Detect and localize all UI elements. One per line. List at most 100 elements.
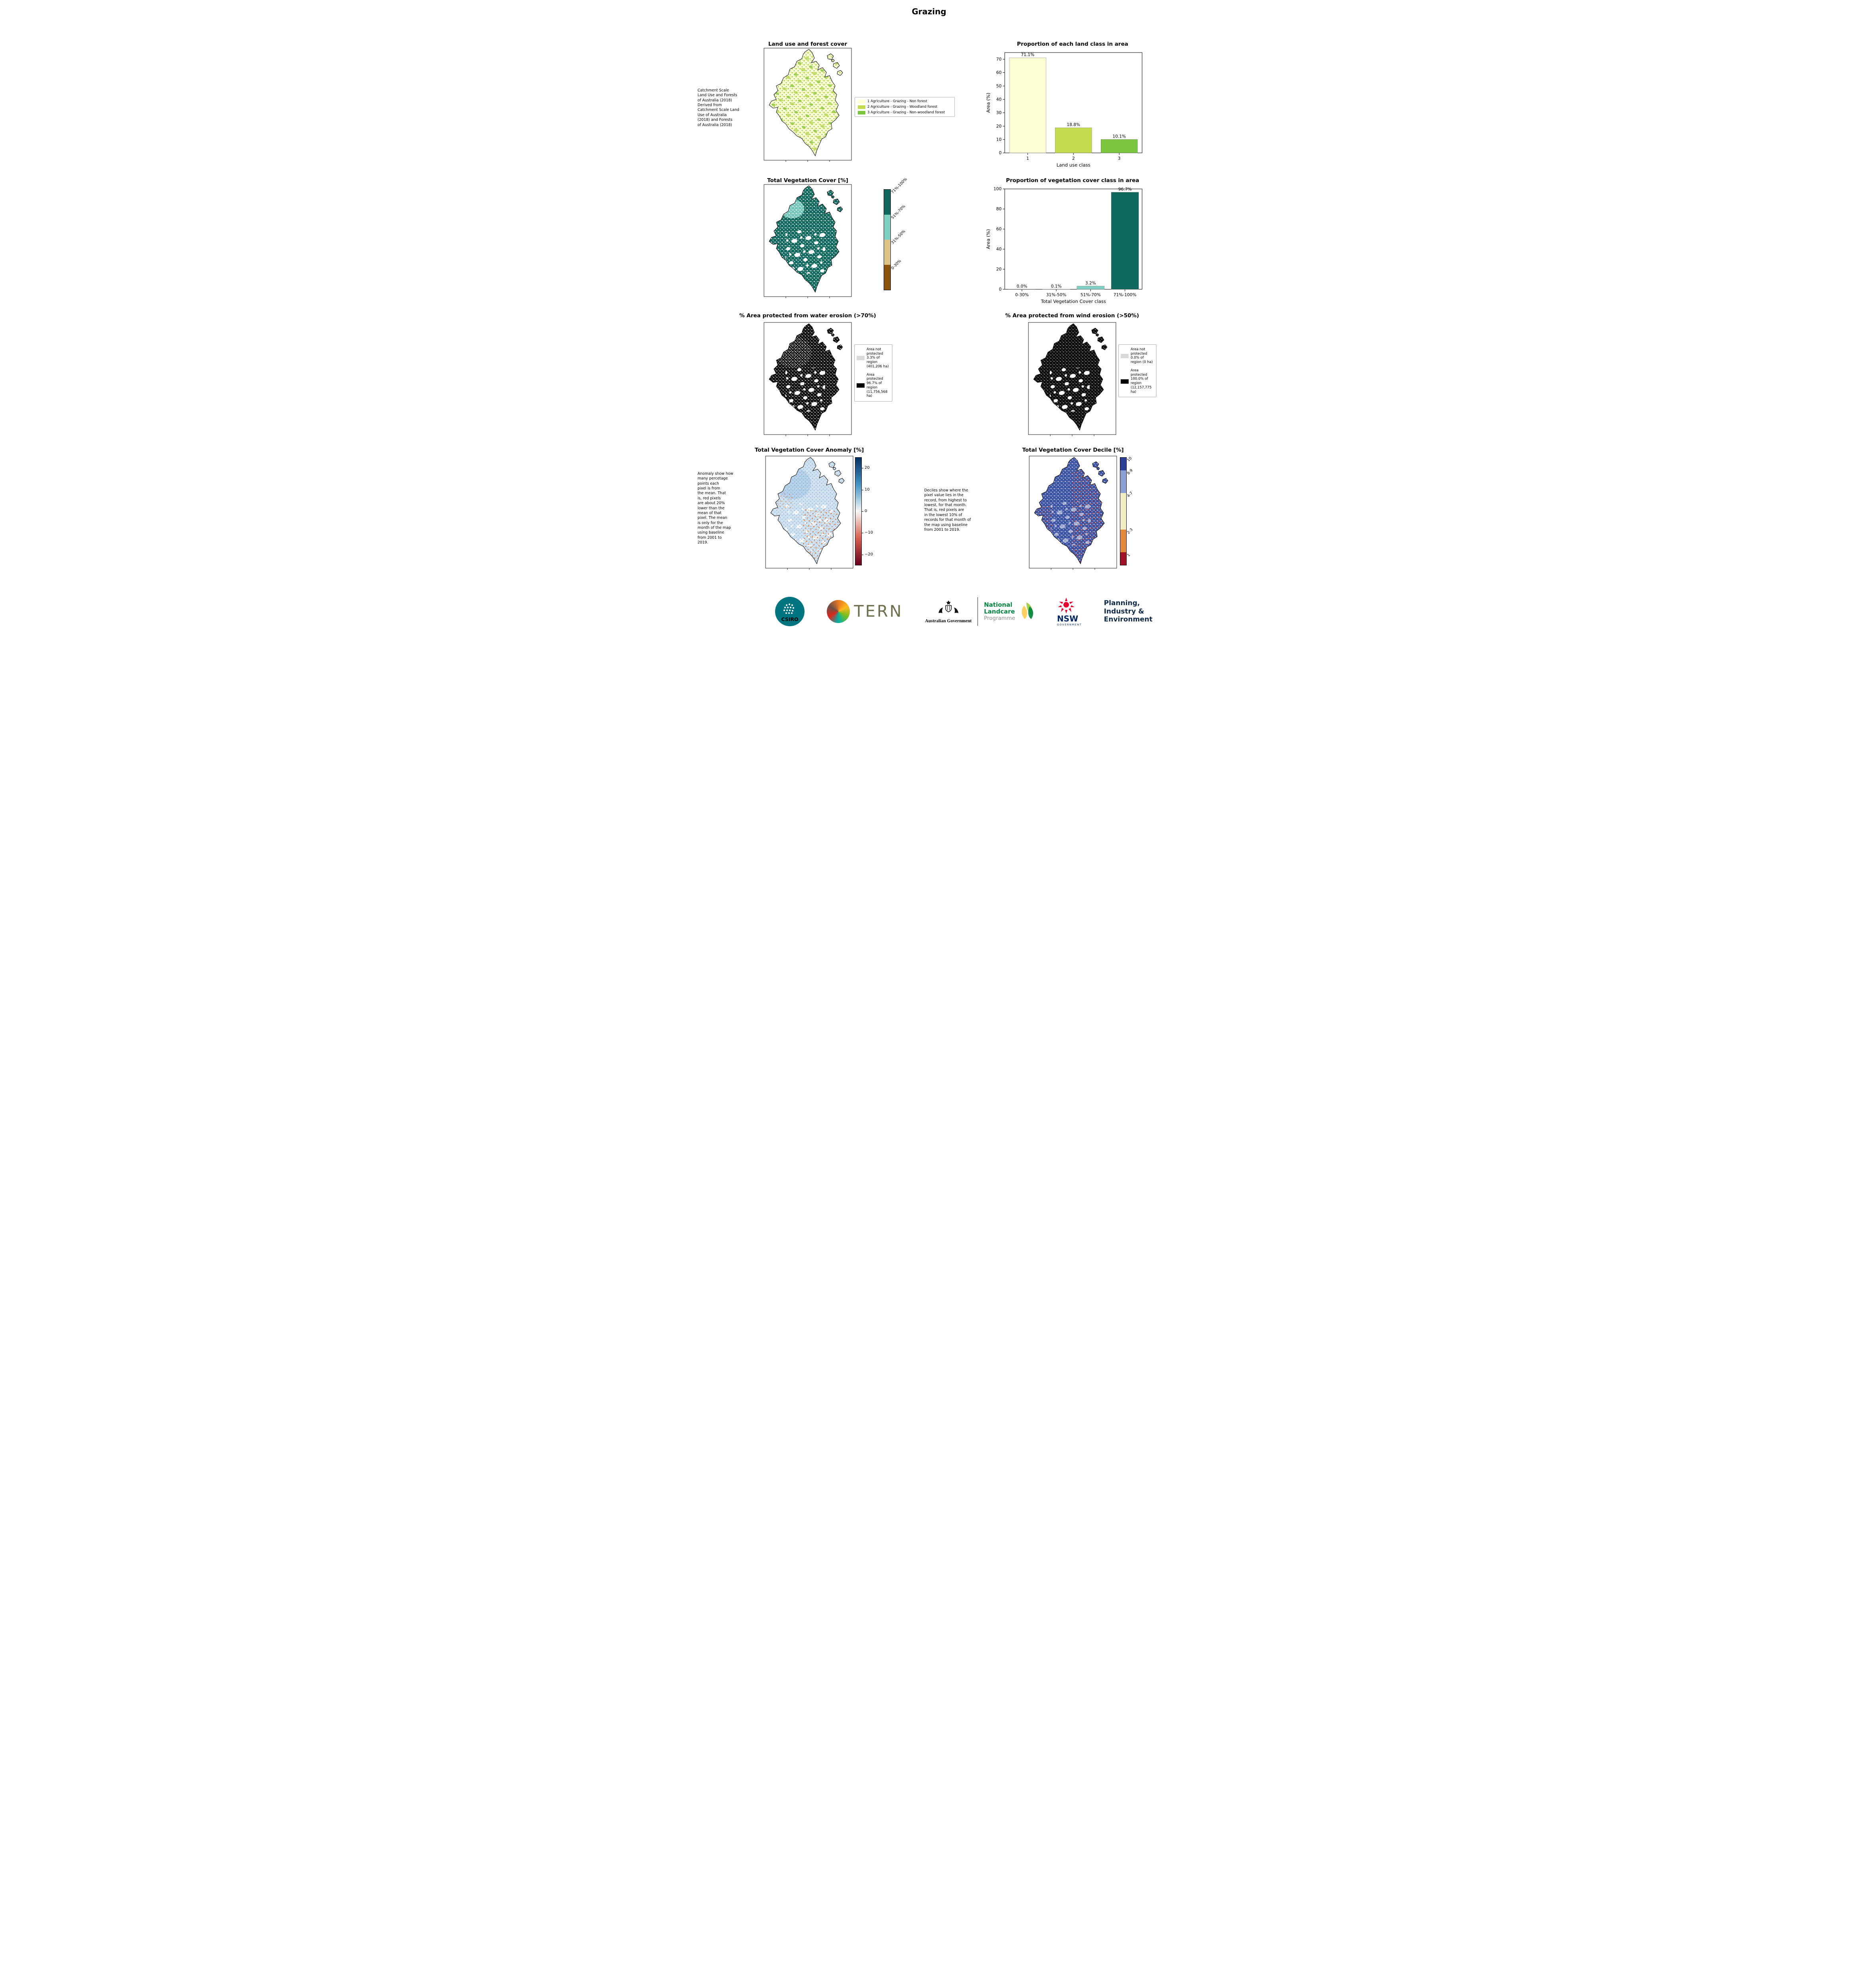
colorbar-segment (884, 190, 890, 215)
water-erosion-map-svg (764, 322, 852, 436)
svg-text:0: 0 (999, 151, 1002, 155)
bar-value-label: 71.1% (1021, 52, 1034, 57)
wind-erosion-map (1028, 322, 1116, 439)
landcare-wordmark: National Landcare Programme (984, 601, 1015, 622)
wind-erosion-map-svg (1028, 322, 1116, 436)
legend-item-protected: Area protected 100.0% of region (12,157,… (1121, 369, 1154, 394)
colorbar-label: 4-7 (1126, 491, 1134, 499)
colorbar-segment (1120, 552, 1126, 565)
waratah-icon (1057, 598, 1075, 613)
svg-text:70: 70 (996, 57, 1002, 62)
government-logo-group: Australian Government National Landcare … (925, 597, 1035, 626)
bar-value-label: 18.8% (1067, 122, 1080, 127)
decile-colorbar-labels: 10 8-9 4-7 2-3 1 (1126, 456, 1160, 565)
legend-label-not-protected: Area not protected 3.3% of region (401,2… (867, 348, 889, 369)
colorbar-label: 2-3 (1126, 527, 1134, 535)
svg-text:30: 30 (996, 111, 1002, 115)
land-class-bar-chart: 0 10 20 30 40 50 60 70 71.1% 1 18.8% 2 10.1% 3 Land us… (985, 52, 1143, 168)
water-erosion-legend: Area not protected 3.3% of region (401,2… (854, 344, 892, 402)
colorbar-tick (862, 511, 863, 512)
landcare-line-2: Landcare (984, 608, 1015, 615)
x-axis-label: Land use class (1057, 162, 1090, 168)
decile-colorbar: 10 8-9 4-7 2-3 1 (1120, 456, 1134, 565)
svg-text:60: 60 (996, 227, 1002, 232)
colorbar-segment (1120, 529, 1126, 552)
bar-value-label: 0.0% (1016, 284, 1027, 289)
legend-item-class2: 2 Agriculture - Grazing - Woodland fores… (858, 105, 952, 109)
colorbar-segment (884, 215, 890, 240)
australian-government-logo: Australian Government (925, 600, 972, 623)
report-page: Grazing Land use and forest cover Catchm… (697, 0, 1161, 635)
colorbar-label: 8-9 (1126, 468, 1134, 476)
veg-cover-colorbar-bar (884, 189, 891, 290)
legend-swatch-class3 (858, 111, 865, 115)
svg-text:80: 80 (996, 207, 1002, 212)
land-use-legend: 1 Agriculture - Grazing - Non forest 2 A… (855, 97, 955, 117)
bar-value-label: 0.1% (1051, 284, 1062, 289)
legend-label-class3: 3 Agriculture - Grazing - Non-woodland f… (867, 111, 945, 115)
x-tick-label: 3 (1118, 156, 1121, 161)
bar (1008, 289, 1036, 290)
land-use-map-svg (764, 48, 852, 162)
y-axis-label: Area (%) (985, 93, 991, 113)
land-use-map (764, 48, 852, 165)
tern-wordmark: TERN (854, 602, 903, 621)
land-use-source-note: Catchment Scale Land Use and Forests of … (698, 88, 739, 127)
svg-text:50: 50 (996, 84, 1002, 89)
bar (1077, 286, 1105, 289)
landcare-line-3: Programme (984, 615, 1015, 622)
decile-map (1029, 456, 1117, 573)
x-tick-label: 0-30% (1015, 293, 1029, 297)
colorbar-label: 31%-50% (890, 229, 907, 245)
x-tick-label: 71%-100% (1114, 293, 1137, 297)
panel-title-decile: Total Vegetation Cover Decile [%] (1022, 447, 1124, 453)
panel-title-water-erosion: % Area protected from water erosion (>70… (739, 313, 876, 319)
panel-title-land-use: Land use and forest cover (768, 41, 847, 47)
bar-value-label: 96.7% (1118, 187, 1132, 192)
panel-title-land-class-chart: Proportion of each land class in area (1017, 41, 1128, 47)
veg-class-bar-chart: 0 20 40 60 80 100 0.0% 0-30% 0.1% 31%-50% 3.2% 51%-… (985, 187, 1143, 304)
decile-map-svg (1029, 456, 1117, 570)
legend-item-not-protected: Area not protected 0.0% of region (0 ha) (1121, 348, 1154, 365)
veg-cover-colorbar-labels: 71%-100% 51%-70% 31%-50% 0-30% (890, 177, 924, 290)
coat-of-arms-icon (938, 600, 958, 613)
colorbar-segment (884, 240, 890, 265)
decile-colorbar-bar (1120, 457, 1127, 565)
planning-industry-environment-logo: Planning, Industry & Environment (1104, 599, 1153, 624)
colorbar-segment (1120, 458, 1126, 471)
colorbar-label: 51%-70% (890, 204, 907, 220)
legend-swatch-class2 (858, 105, 865, 109)
svg-text:60: 60 (996, 70, 1002, 75)
colorbar-tick-label: 20 (865, 466, 870, 470)
anomaly-map-svg (765, 456, 853, 570)
y-axis-label: Area (%) (985, 229, 991, 249)
svg-text:0: 0 (999, 287, 1002, 292)
legend-label-class2: 2 Agriculture - Grazing - Woodland fores… (867, 105, 937, 109)
veg-cover-map-svg (764, 184, 852, 298)
anomaly-map (765, 456, 853, 573)
bar-value-label: 10.1% (1112, 134, 1126, 139)
legend-swatch-class1 (858, 99, 865, 103)
legend-item-protected: Area protected 96.7% of region (11,756,5… (857, 373, 890, 398)
x-axis-label: Total Vegetation Cover class (1040, 299, 1106, 304)
colorbar-segment (884, 265, 890, 290)
panel-title-wind-erosion: % Area protected from wind erosion (>50%… (1005, 313, 1139, 319)
csiro-logo: CSIRO (775, 597, 805, 626)
colorbar-tick-label: 0 (865, 509, 867, 513)
x-tick-label: 31%-50% (1046, 293, 1067, 297)
colorbar-segment (1120, 493, 1126, 530)
colorbar-label: 1 (1126, 553, 1131, 558)
landcare-leaf-icon (1021, 602, 1033, 619)
decile-explanation: Deciles show where the pixel value lies … (924, 488, 971, 532)
legend-label-class1: 1 Agriculture - Grazing - Non forest (867, 99, 927, 103)
x-tick-label: 2 (1072, 156, 1075, 161)
national-landcare-programme-logo: National Landcare Programme (984, 601, 1035, 622)
veg-cover-colorbar: 71%-100% 51%-70% 31%-50% 0-30% (884, 177, 908, 290)
bar (1055, 128, 1092, 153)
anomaly-explanation: Anomaly show how many percetage points e… (698, 472, 733, 545)
legend-item-class3: 3 Agriculture - Grazing - Non-woodland f… (858, 111, 952, 115)
x-tick-label: 51%-70% (1081, 293, 1101, 297)
panel-title-veg-cover: Total Vegetation Cover [%] (767, 177, 848, 184)
legend-swatch-protected (1121, 379, 1129, 384)
svg-text:100: 100 (993, 187, 1001, 192)
